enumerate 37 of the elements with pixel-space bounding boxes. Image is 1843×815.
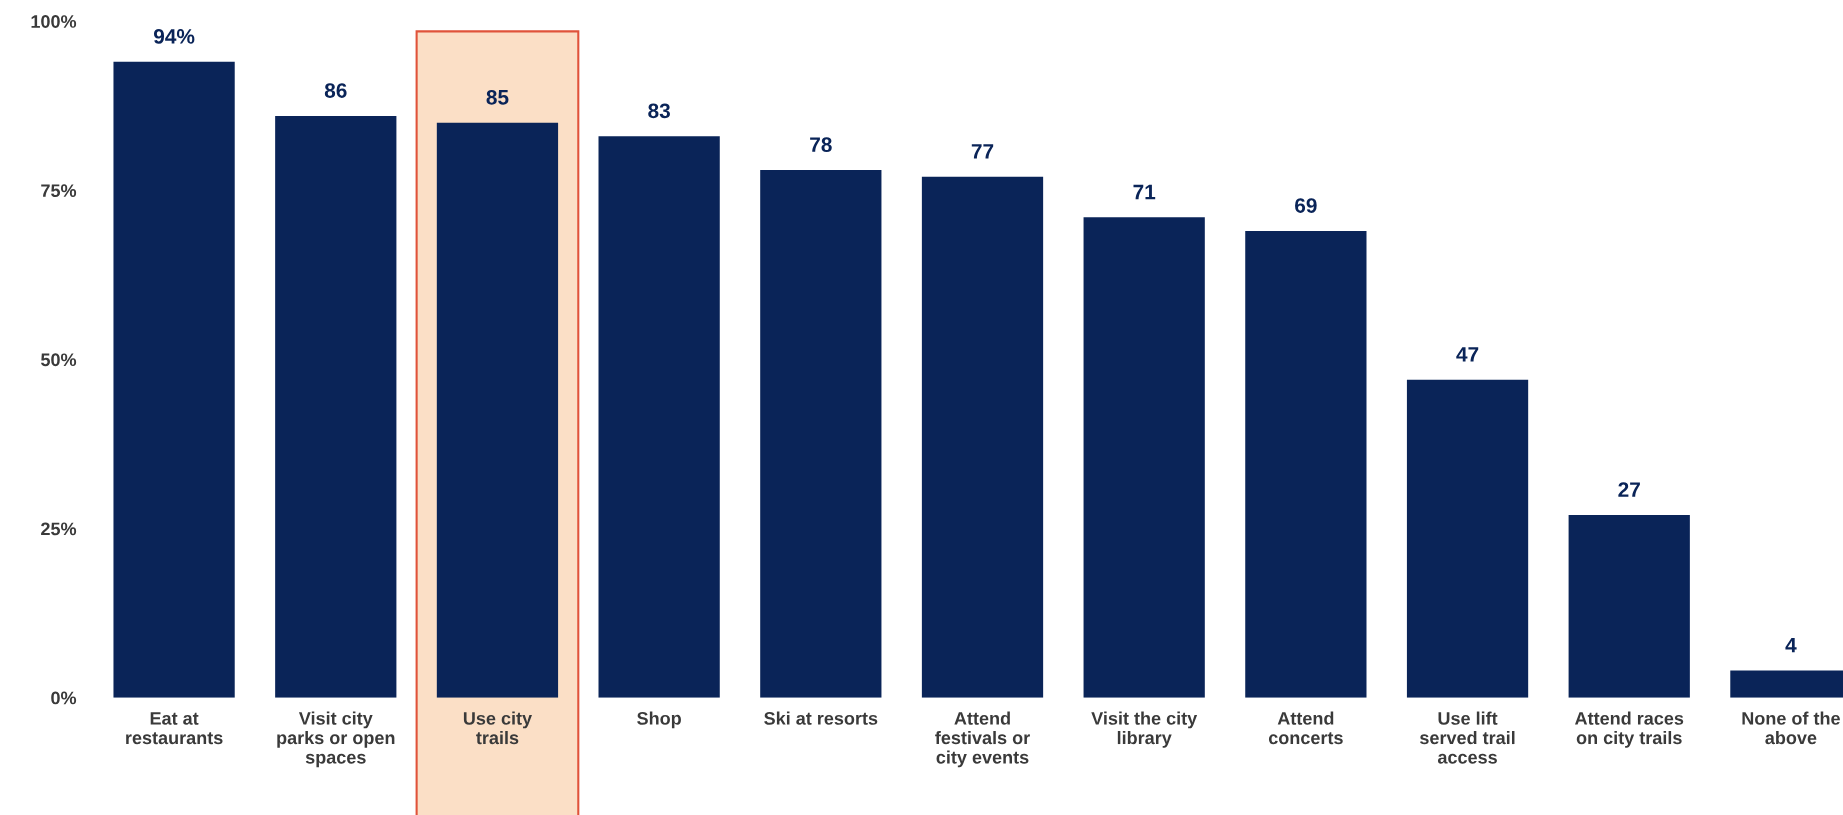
x-tick-label: Ski at resorts — [764, 711, 878, 725]
bar — [760, 170, 882, 698]
data-label: 27 — [1618, 482, 1640, 497]
y-tick-label: 75% — [41, 184, 77, 198]
y-tick-label: 50% — [41, 353, 77, 367]
x-tick-label: Shop — [637, 711, 681, 729]
x-tick-label: Attend festivals or city events — [935, 711, 1030, 768]
bar — [1406, 379, 1529, 698]
x-tick-label: Use city trails — [463, 711, 532, 745]
x-tick-label: Attend races on city trails — [1574, 711, 1684, 748]
bar — [921, 176, 1044, 698]
data-label: 94% — [153, 29, 195, 44]
bar — [1245, 230, 1367, 698]
data-label: 83 — [648, 103, 670, 119]
data-label: 69 — [1295, 198, 1317, 213]
x-tick-label: Use lift served trail access — [1420, 711, 1515, 764]
bar — [598, 136, 720, 698]
bar — [1568, 515, 1690, 698]
y-tick-label: 0% — [51, 691, 77, 705]
data-label: 71 — [1133, 184, 1156, 200]
x-tick-label: Attend concerts — [1268, 711, 1343, 745]
data-label: 78 — [810, 137, 832, 152]
y-tick-label: 25% — [41, 522, 77, 536]
data-label: 77 — [971, 144, 994, 159]
data-label: 86 — [324, 83, 347, 98]
y-tick-label: 100% — [31, 15, 77, 28]
bar — [1083, 217, 1205, 698]
x-tick-label: Visit city parks or open spaces — [277, 711, 395, 768]
data-label: 85 — [486, 89, 509, 105]
bar — [275, 115, 397, 698]
bar — [113, 61, 235, 698]
x-tick-label: Visit the city library — [1091, 711, 1198, 748]
data-label: 47 — [1456, 347, 1479, 362]
x-tick-label: Eat at restaurants — [126, 712, 223, 745]
x-tick-label: None of the above — [1742, 711, 1840, 745]
bar — [436, 122, 559, 698]
data-label: 4 — [1785, 638, 1797, 653]
